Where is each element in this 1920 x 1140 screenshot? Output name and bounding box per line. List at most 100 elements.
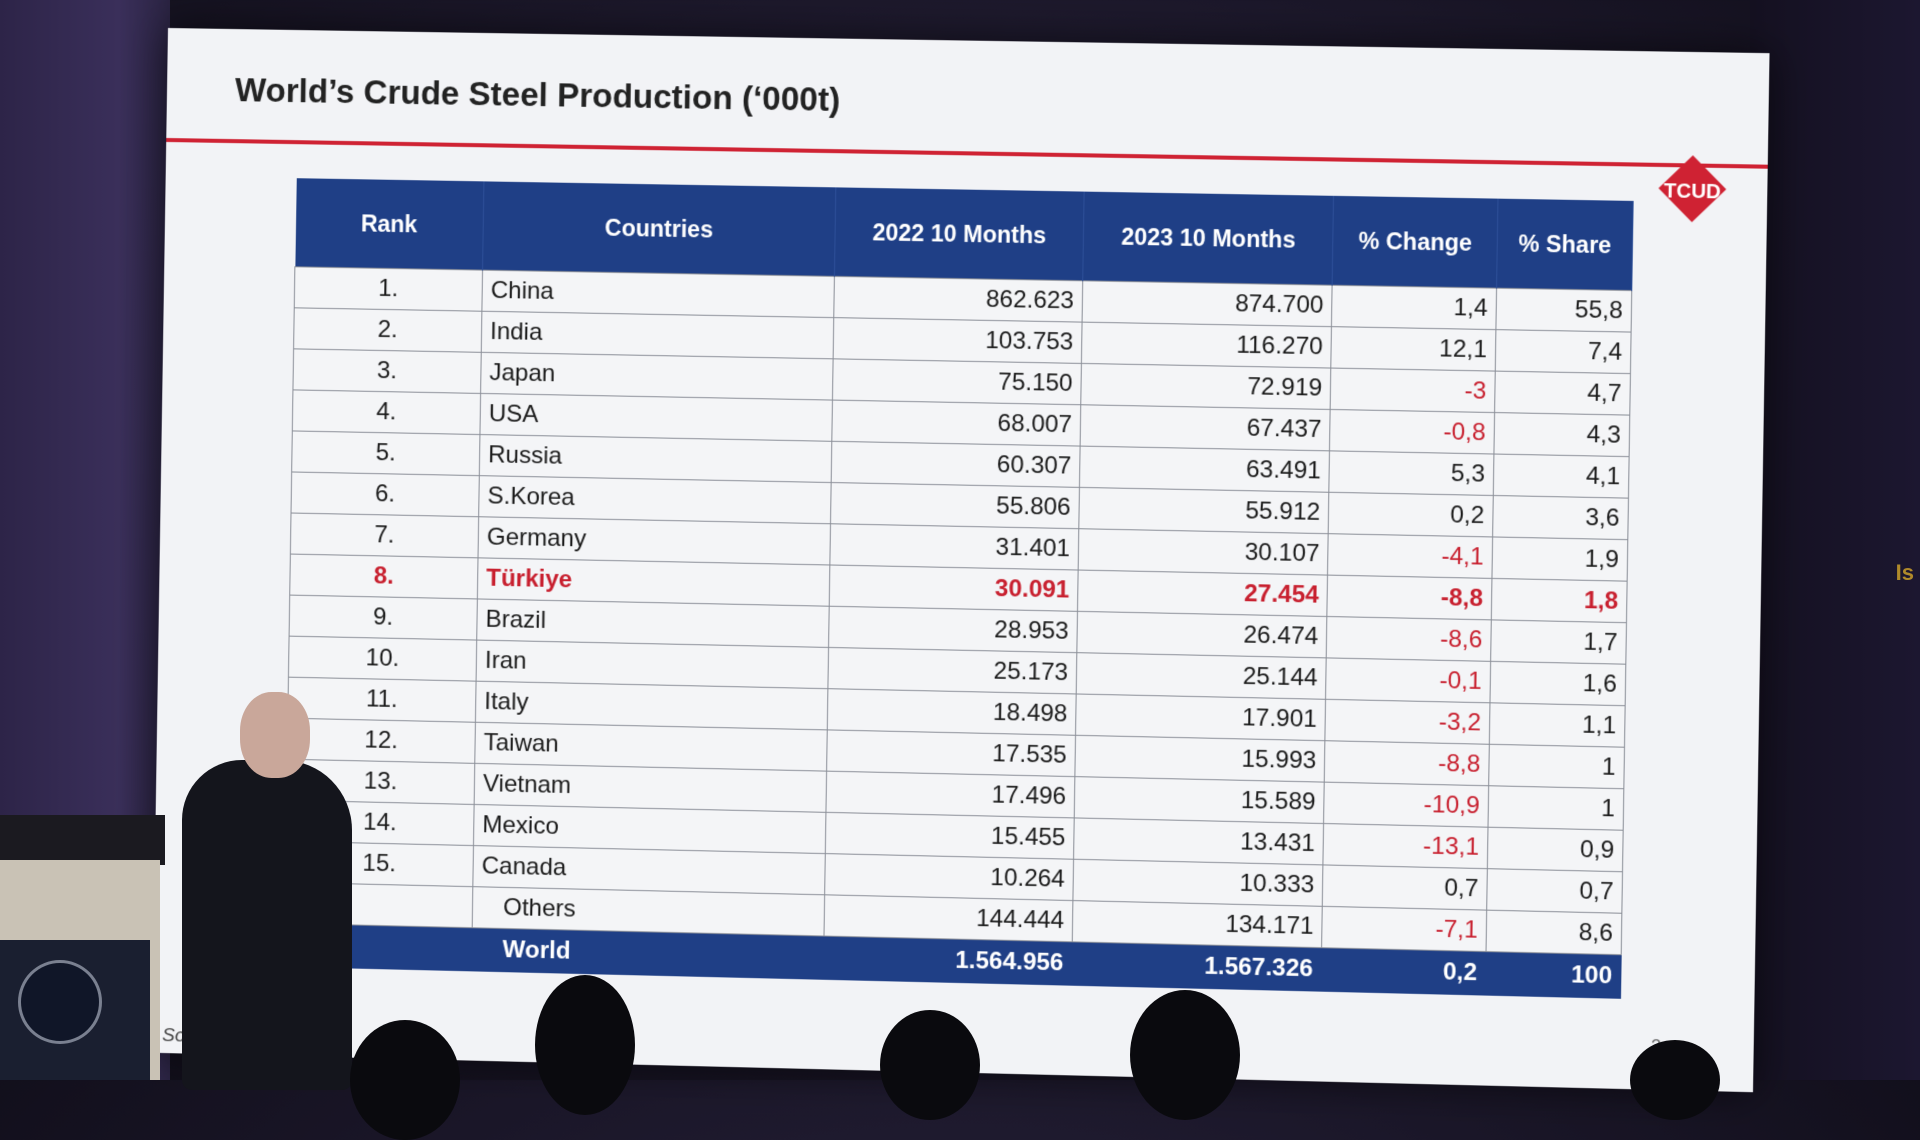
cell-country: Brazil <box>476 598 830 648</box>
cell-2022: 1.564.956 <box>823 936 1073 986</box>
cell-rank: 3. <box>292 348 482 394</box>
audience-head <box>350 1020 460 1140</box>
cell-2023: 17.901 <box>1075 693 1326 741</box>
cell-2023: 72.919 <box>1080 363 1332 410</box>
projected-slide: World’s Crude Steel Production (‘000t) T… <box>151 28 1770 1093</box>
audience-head <box>1130 990 1240 1120</box>
cell-rank: 2. <box>293 307 482 353</box>
cell-rank: 6. <box>291 471 480 517</box>
cell-2022: 17.535 <box>826 729 1076 777</box>
cell-change: -10,9 <box>1323 782 1489 828</box>
cell-share: 100 <box>1485 951 1622 999</box>
cell-2022: 103.753 <box>833 317 1083 364</box>
cell-share: 55,8 <box>1495 288 1632 333</box>
cell-2023: 13.431 <box>1073 817 1324 865</box>
cell-2022: 18.498 <box>827 688 1077 736</box>
event-badge <box>18 960 102 1044</box>
cell-change: -8,6 <box>1326 616 1492 662</box>
cell-2023: 134.171 <box>1072 900 1323 948</box>
cell-2023: 1.567.326 <box>1071 941 1323 992</box>
cell-2022: 30.091 <box>829 564 1079 612</box>
cell-2023: 63.491 <box>1079 446 1330 493</box>
audience-head <box>1630 1040 1720 1120</box>
cell-share: 7,4 <box>1495 329 1632 374</box>
cell-share: 1,7 <box>1490 619 1627 665</box>
cell-2022: 862.623 <box>833 276 1083 323</box>
cell-country: China <box>481 270 835 318</box>
cell-2023: 116.270 <box>1081 322 1332 369</box>
cell-2023: 15.993 <box>1075 735 1326 783</box>
cell-share: 8,6 <box>1486 910 1622 955</box>
cell-change: 5,3 <box>1329 450 1494 496</box>
cell-2023: 27.454 <box>1077 570 1328 617</box>
podium-top <box>0 815 165 865</box>
cell-country: Russia <box>479 434 832 483</box>
cell-share: 0,7 <box>1486 868 1623 914</box>
header-share: % Share <box>1496 198 1634 291</box>
cell-2022: 31.401 <box>829 523 1079 571</box>
cell-2023: 55.912 <box>1079 487 1330 534</box>
cell-2023: 874.700 <box>1082 280 1333 327</box>
header-2022: 2022 10 Months <box>834 187 1085 281</box>
cell-share: 4,1 <box>1493 454 1630 499</box>
audience-head <box>535 975 635 1115</box>
cell-2022: 25.173 <box>827 647 1078 694</box>
cell-2022: 15.455 <box>825 812 1075 860</box>
presenter-head <box>240 692 310 778</box>
cell-rank: 11. <box>287 677 477 723</box>
cell-country: India <box>481 311 834 359</box>
audience-head <box>880 1010 980 1120</box>
cell-change: 0,7 <box>1322 864 1488 911</box>
cell-share: 1,6 <box>1490 661 1626 706</box>
cell-rank: 7. <box>290 513 479 558</box>
cell-change: -0,1 <box>1325 657 1491 703</box>
cell-share: 4,3 <box>1493 412 1630 457</box>
cell-share: 1,8 <box>1491 578 1628 623</box>
cell-change: 1,4 <box>1331 285 1497 330</box>
cell-change: -8,8 <box>1327 575 1492 620</box>
cell-2022: 144.444 <box>823 894 1074 942</box>
cell-share: 1,1 <box>1489 702 1626 748</box>
steel-production-table: Rank Countries 2022 10 Months 2023 10 Mo… <box>283 178 1634 999</box>
cell-country: Japan <box>480 352 834 401</box>
title-rule <box>166 137 1768 169</box>
right-wall: Is <box>1750 0 1920 1080</box>
cell-2023: 10.333 <box>1073 859 1324 907</box>
cell-rank: 1. <box>294 266 483 312</box>
header-countries: Countries <box>482 181 836 277</box>
cell-rank: 5. <box>291 430 480 476</box>
logo-text: TCUD <box>1664 180 1721 203</box>
cell-rank: 9. <box>289 595 478 641</box>
cell-2022: 28.953 <box>828 606 1078 653</box>
cell-share: 1,9 <box>1491 536 1628 582</box>
cell-change: -8,8 <box>1324 740 1490 786</box>
cell-change: -13,1 <box>1323 823 1489 869</box>
cell-change: -0,8 <box>1329 409 1495 455</box>
cell-change: 12,1 <box>1331 326 1496 372</box>
cell-2023: 30.107 <box>1078 528 1329 576</box>
presenter-body <box>182 760 352 1090</box>
cell-change: -7,1 <box>1322 906 1487 952</box>
cell-change: -4,1 <box>1327 533 1493 579</box>
cell-2023: 15.589 <box>1074 776 1325 824</box>
table-body: 1. China 862.623 874.700 1,4 55,8 2. India 103.7… <box>283 266 1632 999</box>
cell-2022: 10.264 <box>824 853 1074 901</box>
cell-change: 0,2 <box>1328 492 1494 537</box>
cell-2022: 17.496 <box>825 771 1076 818</box>
cell-2022: 60.307 <box>831 441 1081 488</box>
cell-2022: 55.806 <box>830 482 1080 529</box>
cell-change: 0,2 <box>1321 947 1487 996</box>
cell-country: USA <box>479 393 833 442</box>
cell-rank: 10. <box>288 636 477 682</box>
cell-share: 0,9 <box>1487 827 1624 872</box>
cell-rank: 12. <box>287 718 476 764</box>
cell-2023: 67.437 <box>1080 404 1331 451</box>
cell-share: 4,7 <box>1494 371 1631 416</box>
cell-share: 3,6 <box>1492 495 1629 540</box>
cell-change: -3 <box>1330 368 1496 413</box>
tcud-logo: TCUD <box>1657 154 1727 223</box>
cell-2022: 68.007 <box>831 400 1081 447</box>
cell-share: 1 <box>1488 744 1625 789</box>
cell-rank: 8. <box>289 554 479 599</box>
cell-change: -3,2 <box>1325 699 1491 745</box>
